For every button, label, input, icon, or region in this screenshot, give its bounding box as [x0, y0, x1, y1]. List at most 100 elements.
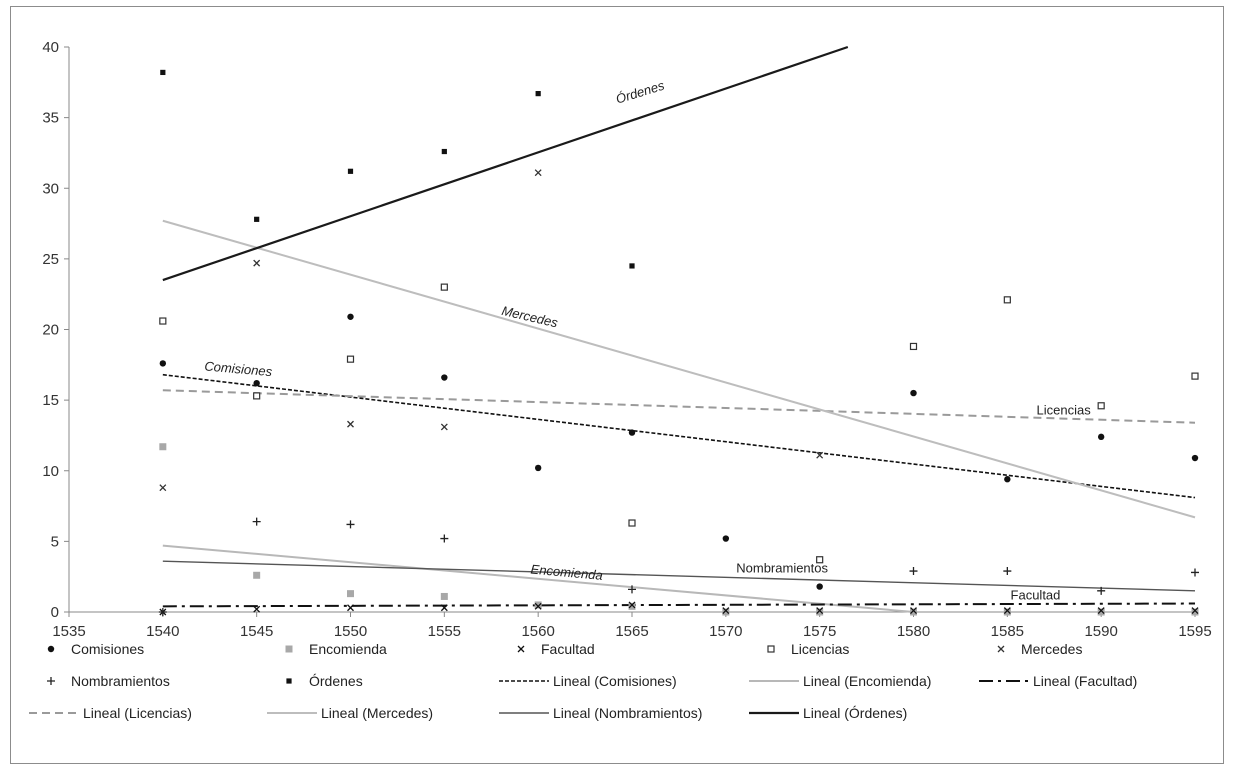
point-facultad — [534, 602, 542, 610]
point-mercedes — [816, 451, 824, 459]
y-tick-label: 25 — [42, 251, 59, 268]
point-nombramientos — [1097, 586, 1106, 595]
legend: Comisiones Encomienda Facultad Licencias Mer… — [29, 641, 1137, 721]
point-nombramientos — [252, 517, 261, 526]
point-comisiones — [910, 389, 917, 397]
point-licencias — [253, 392, 261, 400]
point-mercedes — [440, 423, 448, 431]
legend-item-lineal-ordenes: Lineal (Órdenes) — [749, 705, 907, 721]
x-tick-label: 1550 — [334, 623, 367, 640]
point-encomienda — [628, 602, 636, 610]
y-tick-label: 10 — [42, 463, 59, 480]
point-mercedes — [534, 169, 542, 177]
y-tick-label: 30 — [42, 180, 59, 197]
legend-label: Licencias — [791, 641, 849, 657]
trendline-facultad — [162, 602, 1196, 608]
y-tick-label: 15 — [42, 392, 59, 409]
point-comisiones — [1004, 476, 1011, 483]
legend-swatch-licencias — [767, 645, 775, 653]
point-encomienda — [722, 608, 730, 616]
point-ordenes — [160, 69, 166, 76]
legend-label: Mercedes — [1021, 641, 1082, 657]
trendline-mercedes — [162, 219, 1196, 519]
point-encomienda — [816, 608, 824, 616]
y-tick-label: 5 — [51, 533, 59, 550]
legend-item-comisiones: Comisiones — [47, 641, 144, 657]
x-tick-label: 1555 — [428, 623, 461, 640]
point-licencias — [1191, 372, 1199, 380]
trendline-nombramientos — [162, 560, 1196, 592]
point-facultad — [1191, 607, 1199, 615]
point-licencias — [909, 342, 918, 351]
point-facultad — [440, 604, 448, 612]
point-licencias — [816, 556, 824, 564]
legend-item-lineal-comisiones: Lineal (Comisiones) — [499, 673, 677, 689]
legend-label: Lineal (Mercedes) — [321, 705, 433, 721]
legend-item-ordenes: Órdenes — [286, 673, 363, 689]
x-tick-label: 1545 — [240, 623, 273, 640]
x-tick-label: 1560 — [521, 623, 554, 640]
legend-label: Lineal (Licencias) — [83, 705, 192, 721]
trendline-comisiones — [162, 373, 1196, 499]
legend-item-mercedes: Mercedes — [997, 641, 1082, 657]
trendline-label-nombramientos: Nombramientos — [736, 560, 828, 575]
y-tick-label: 35 — [42, 110, 59, 127]
point-licencias — [346, 355, 355, 363]
point-comisiones — [628, 429, 636, 436]
x-tick-label: 1570 — [709, 623, 742, 640]
point-ordenes — [254, 216, 260, 222]
legend-item-lineal-licencias: Lineal (Licencias) — [29, 705, 192, 721]
legend-item-lineal-encomienda: Lineal (Encomienda) — [749, 673, 931, 689]
trendline-label-encomienda: Encomienda — [530, 562, 603, 583]
point-ordenes — [535, 91, 541, 97]
legend-label: Lineal (Encomienda) — [803, 673, 931, 689]
point-facultad — [816, 607, 824, 615]
legend-item-facultad: Facultad — [517, 641, 595, 657]
legend-label: Lineal (Nombramientos) — [553, 705, 702, 721]
point-encomienda — [1191, 608, 1199, 616]
trendline-licencias — [162, 389, 1196, 424]
trendline-label-comisiones: Comisiones — [204, 358, 273, 379]
point-comisiones — [441, 374, 448, 381]
data-points — [158, 69, 1199, 616]
trendline-label-facultad: Facultad — [1011, 587, 1061, 602]
legend-label: Lineal (Órdenes) — [803, 705, 907, 721]
trendline-encomienda — [162, 544, 914, 613]
point-encomienda — [910, 608, 917, 616]
point-licencias — [159, 317, 167, 325]
x-tick-label: 1575 — [803, 623, 836, 640]
legend-item-nombramientos: Nombramientos — [47, 673, 170, 689]
trendline-ordenes — [162, 45, 849, 282]
legend-label: Lineal (Comisiones) — [553, 673, 677, 689]
point-encomienda — [159, 443, 167, 451]
point-licencias — [1097, 402, 1105, 410]
point-comisiones — [347, 313, 354, 320]
trendlines — [162, 45, 1196, 613]
point-nombramientos — [628, 585, 636, 594]
x-tick-label: 1580 — [897, 623, 930, 640]
x-tick-label: 1595 — [1178, 623, 1211, 640]
point-nombramientos — [440, 534, 449, 543]
point-encomienda — [1003, 608, 1011, 616]
point-nombramientos — [909, 567, 918, 576]
point-facultad — [347, 604, 354, 612]
point-comisiones — [534, 464, 542, 472]
legend-item-lineal-mercedes: Lineal (Mercedes) — [267, 705, 433, 721]
trendline-labels: ComisionesEncomiendaFacultadLicenciasMer… — [204, 78, 1091, 603]
point-licencias — [1003, 296, 1011, 304]
trendline-label-ordenes: Órdenes — [614, 78, 667, 107]
x-tick-label: 1565 — [615, 623, 648, 640]
trend-chart: 0 5 10 15 20 25 30 35 40 1535 1540 1545 1550 1555 1560… — [29, 39, 1212, 721]
legend-item-licencias: Licencias — [767, 641, 849, 657]
x-tick-label: 1535 — [52, 623, 85, 640]
legend-label: Nombramientos — [71, 673, 170, 689]
x-tick-label: 1540 — [146, 623, 179, 640]
point-encomienda — [347, 590, 354, 598]
point-comisiones — [159, 360, 167, 367]
legend-label: Órdenes — [309, 673, 363, 689]
point-mercedes — [159, 484, 167, 492]
legend-label: Encomienda — [309, 641, 387, 657]
point-encomienda — [1097, 608, 1105, 616]
point-encomienda — [253, 571, 261, 579]
y-tick-label: 20 — [42, 322, 59, 339]
